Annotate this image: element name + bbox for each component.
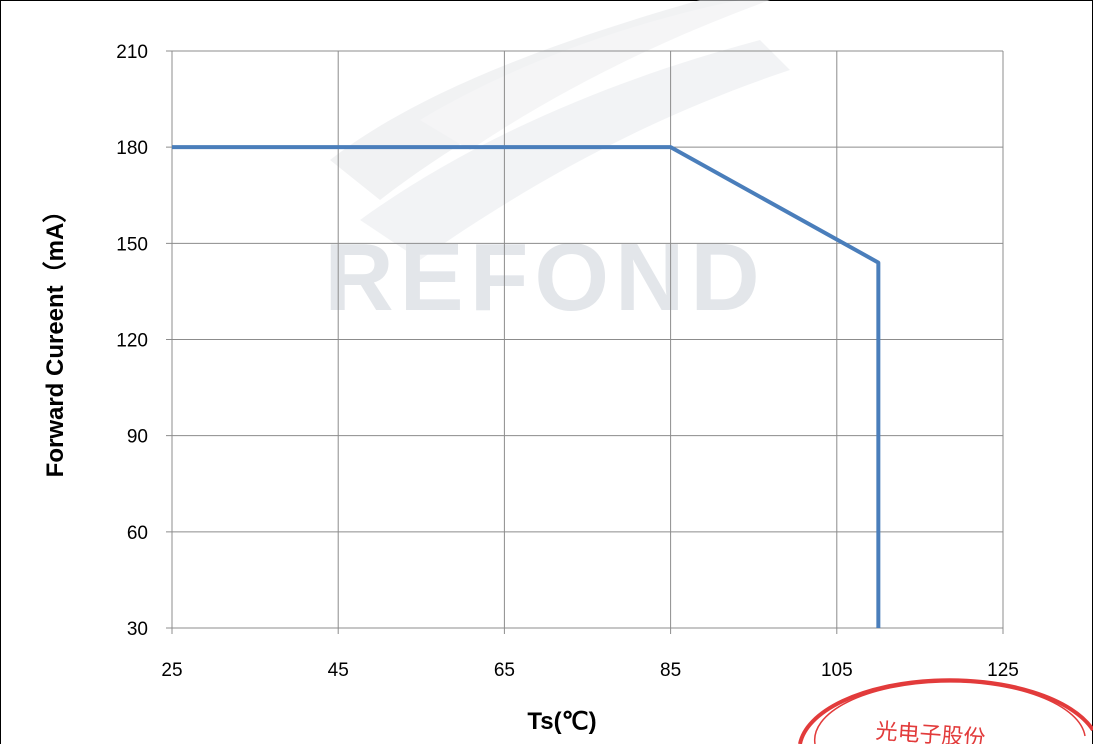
seal-text: 光电子股份 <box>875 719 986 744</box>
x-tick-labels: 25 45 65 85 105 125 <box>161 660 1018 681</box>
y-tick-label: 210 <box>116 42 148 63</box>
y-tick-label: 150 <box>116 234 148 255</box>
y-tick-label: 60 <box>127 523 148 544</box>
x-tick-label: 65 <box>494 660 515 681</box>
x-tick-label: 45 <box>328 660 349 681</box>
y-axis-title: Forward Cureent（mA） <box>42 199 69 478</box>
y-tick-label: 30 <box>127 619 148 640</box>
y-tick-label: 180 <box>116 138 148 159</box>
y-tick-labels: 30 60 90 120 150 180 210 <box>116 42 148 640</box>
x-axis-title: Ts(℃) <box>527 708 596 735</box>
series-layer <box>172 145 881 628</box>
x-tick-label: 25 <box>161 660 182 681</box>
x-tick-label: 85 <box>660 660 681 681</box>
x-tick-label: 125 <box>987 660 1019 681</box>
watermark-swoosh <box>330 0 790 260</box>
company-seal: 光电子股份 <box>798 678 1093 744</box>
y-tick-label: 120 <box>116 331 148 352</box>
y-tick-label: 90 <box>127 427 148 448</box>
x-tick-label: 105 <box>821 660 853 681</box>
series-line <box>172 145 881 628</box>
watermark-logo: REFOND <box>324 224 765 331</box>
